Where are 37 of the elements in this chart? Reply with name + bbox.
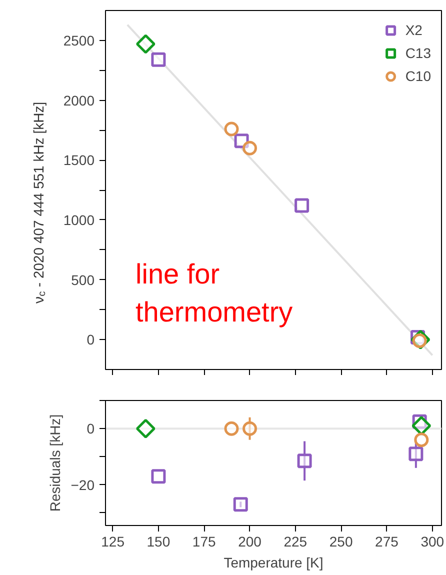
x-tick-label: 150	[146, 534, 170, 550]
x-tick-label: 300	[420, 534, 444, 550]
legend-label: X2	[405, 22, 424, 38]
x-axis-title: Temperature [K]	[224, 554, 324, 570]
point	[224, 421, 239, 436]
y-tick-label: 1000	[63, 212, 95, 228]
point	[242, 140, 258, 156]
legend-label: C10	[405, 68, 431, 84]
y-axis-title: Residuals [kHz]	[46, 414, 63, 512]
point	[151, 52, 166, 67]
x-tick-label: 225	[284, 534, 308, 550]
point	[233, 497, 248, 512]
point	[294, 198, 310, 213]
x-tick-label: 275	[375, 534, 399, 550]
legend-label: C13	[405, 45, 431, 61]
point	[136, 34, 156, 54]
y-axis-title: νc - 2020 407 444 551 kHz [kHz]	[30, 102, 48, 304]
y-tick-label: 1500	[63, 152, 95, 168]
point	[297, 454, 312, 468]
point	[414, 432, 429, 448]
point	[408, 446, 424, 462]
x-tick-label: 200	[238, 534, 262, 550]
point	[242, 421, 258, 436]
point	[151, 469, 166, 484]
x-tick-label: 125	[101, 534, 125, 550]
y-tick-label: 0	[86, 332, 95, 348]
y-tick-label: 500	[71, 272, 95, 288]
x-tick-label: 175	[192, 534, 216, 550]
x-tick-label: 250	[329, 534, 353, 550]
point	[224, 122, 239, 136]
y-tick-label: 2500	[63, 32, 95, 48]
point	[412, 416, 432, 436]
y-tick-label: 2000	[63, 92, 95, 108]
point	[136, 418, 156, 438]
annotation: line for thermometry	[136, 258, 293, 328]
y-tick-label: 0	[86, 420, 95, 437]
y-tick-label: −20	[70, 476, 95, 493]
